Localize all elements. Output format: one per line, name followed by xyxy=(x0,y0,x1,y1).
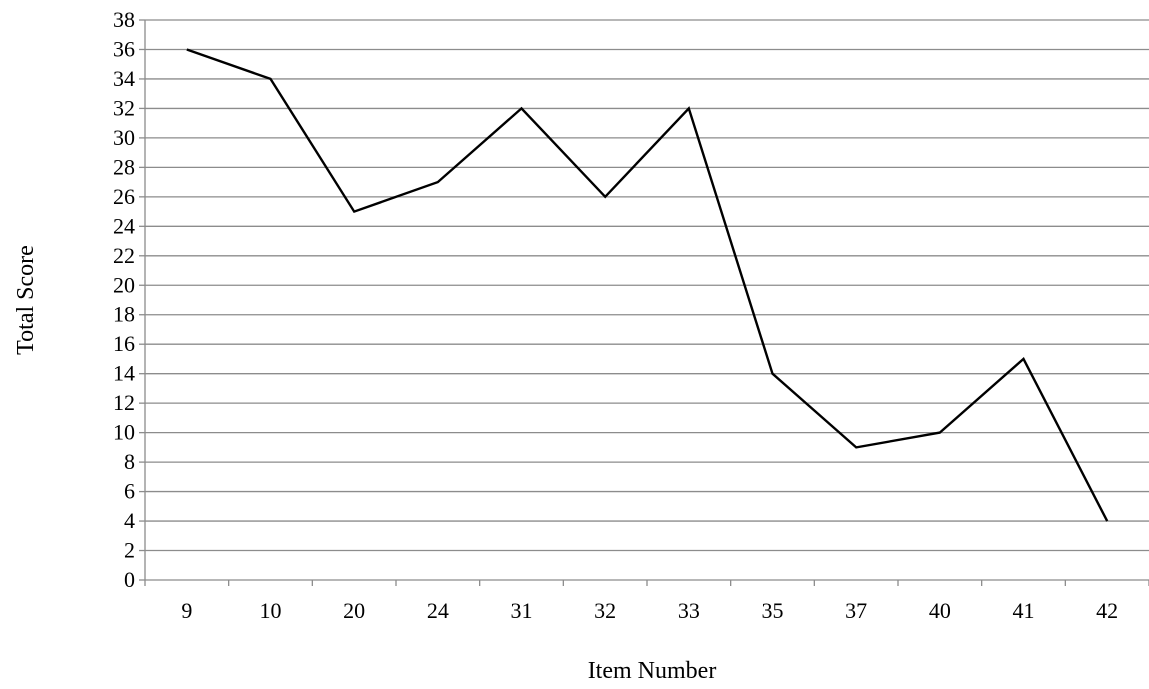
y-tick-label: 0 xyxy=(124,567,135,592)
gridlines xyxy=(145,19,1149,552)
y-tick-label: 30 xyxy=(113,125,135,150)
x-tick-label: 20 xyxy=(343,598,365,623)
x-tick-label: 41 xyxy=(1013,598,1035,623)
y-tick-label: 22 xyxy=(113,243,135,268)
axes xyxy=(139,19,1149,586)
x-tick-label: 10 xyxy=(260,598,282,623)
y-tick-label: 24 xyxy=(113,213,135,238)
y-tick-label: 10 xyxy=(113,420,135,445)
x-tick-label: 37 xyxy=(845,598,867,623)
series-lines xyxy=(186,48,1109,522)
x-tick-label: 9 xyxy=(181,598,192,623)
y-tick-label: 28 xyxy=(113,154,135,179)
x-tick-label: 31 xyxy=(511,598,533,623)
x-tick-label: 35 xyxy=(762,598,784,623)
y-tick-label: 26 xyxy=(113,184,135,209)
x-tick-label: 32 xyxy=(594,598,616,623)
y-tick-label: 8 xyxy=(124,449,135,474)
x-tick-label: 33 xyxy=(678,598,700,623)
y-tick-label: 6 xyxy=(124,479,135,504)
y-tick-label: 36 xyxy=(113,36,135,61)
y-tick-label: 16 xyxy=(113,331,135,356)
x-tick-label: 42 xyxy=(1096,598,1118,623)
x-tick-label: 24 xyxy=(427,598,449,623)
x-tick-label: 40 xyxy=(929,598,951,623)
y-tick-label: 20 xyxy=(113,272,135,297)
y-axis-title: Total Score xyxy=(13,245,39,355)
series-line xyxy=(186,48,1109,522)
y-tick-label: 34 xyxy=(113,66,135,91)
y-tick-label: 18 xyxy=(113,302,135,327)
y-tick-label: 38 xyxy=(113,7,135,32)
y-tick-label: 4 xyxy=(124,508,135,533)
y-tick-label: 12 xyxy=(113,390,135,415)
y-tick-label: 2 xyxy=(124,538,135,563)
y-tick-label: 14 xyxy=(113,361,135,386)
y-tick-label: 32 xyxy=(113,95,135,120)
x-tick-labels: 9 10 20 24 31 32 33 35 37 40 41 42 xyxy=(181,598,1118,623)
x-axis-title: Item Number xyxy=(588,658,717,684)
